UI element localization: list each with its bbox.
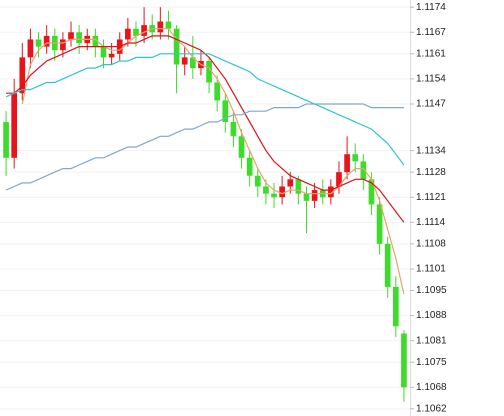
y-tick-label: 1.1101 [416,264,446,275]
candle-body [108,53,115,58]
candle-body [376,204,383,244]
candle-body [360,161,367,180]
candle-body [35,39,42,47]
candle-body [328,186,334,198]
candle-body [173,28,180,65]
candle-body [43,35,50,47]
y-tick-label: 1.1147 [416,99,446,110]
candle-body [157,21,164,33]
candle-body [254,175,261,187]
candle-body [303,193,310,201]
candle-body [287,179,294,187]
candle-body [336,172,342,187]
candle-body [60,39,66,51]
y-tick-label: 1.1161 [416,48,446,59]
y-tick-label: 1.1095 [416,285,447,296]
candle-body [100,46,107,58]
candle-body [392,286,399,327]
candle-body [141,25,147,36]
candle-body [133,28,139,36]
y-tick-label: 1.1114 [416,217,446,228]
y-tick-label: 1.1121 [416,192,446,203]
candle-body [401,333,407,388]
y-tick-label: 1.1075 [416,357,447,368]
y-tick-label: 1.1068 [416,382,447,393]
candle-body [92,35,99,47]
candle-body [11,93,18,158]
candle-body [222,100,229,122]
candle-body [68,32,74,40]
candle-body [368,179,375,205]
candle-body [311,190,318,201]
candle-body [3,121,9,158]
candle-body [271,193,277,198]
y-tick-label: 1.1081 [416,335,447,346]
candle-body [19,57,26,94]
candle-body [344,154,350,173]
y-tick-label: 1.1154 [416,74,446,85]
y-tick-label: 1.1062 [416,403,447,414]
candle-body [384,243,391,287]
candle-body [246,157,253,176]
candle-body [238,136,245,158]
candle-body [189,57,196,69]
y-tick-label: 1.1108 [416,239,446,250]
candle-body [295,179,302,194]
candle-body [352,154,359,162]
ma-line [5,103,404,191]
candle-body [125,28,131,40]
candle-body [181,57,188,65]
candle-body [76,32,82,44]
ma-line [21,28,405,295]
candle-body [230,121,237,137]
candle-body [27,39,34,58]
candle-body [263,186,269,194]
y-tick-label: 1.1088 [416,310,447,321]
candle-body [214,82,221,101]
y-tick-label: 1.1174 [416,2,446,13]
candle-body [206,60,212,83]
y-tick-label: 1.1128 [416,167,446,178]
candle-body [279,186,285,198]
y-tick-label: 1.1167 [416,27,446,38]
y-tick-label: 1.1134 [416,145,446,156]
candle-body [165,21,172,29]
ma-line [5,53,405,166]
